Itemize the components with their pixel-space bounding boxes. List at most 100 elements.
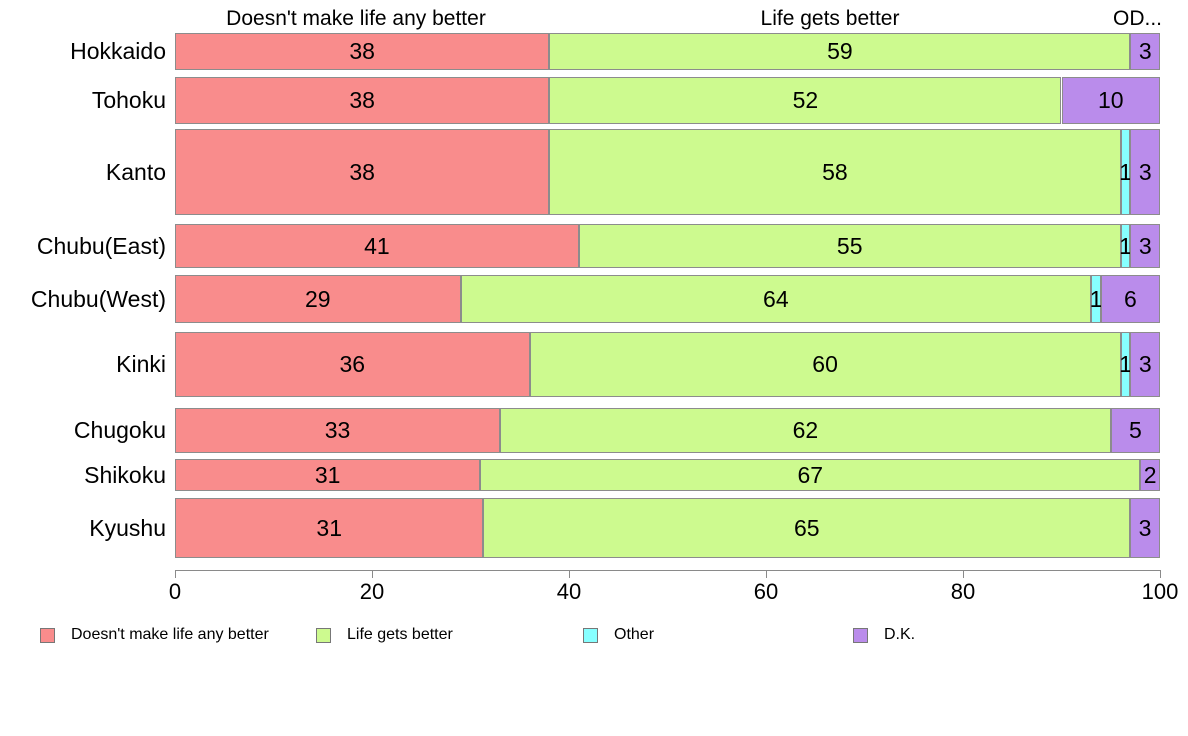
bar-value-label: 29 (305, 285, 331, 312)
bar-value-label: 3 (1138, 38, 1152, 64)
region-label-hokkaido: Hokkaido (70, 38, 166, 64)
region-label-shikoku: Shikoku (84, 461, 166, 488)
bar-value-label: 36 (339, 351, 366, 377)
bar-segment-other: 1 (1119, 129, 1132, 215)
bar-value-label: 5 (1128, 417, 1142, 443)
legend-label: Other (614, 626, 655, 643)
x-axis-tick-label: 100 (1141, 579, 1179, 604)
bar-segment-doesn-t-make-life-any-better: 38 (175, 129, 550, 215)
legend-label: Doesn't make life any better (71, 626, 269, 643)
x-axis-tick (963, 570, 964, 578)
bar-value-label: 1 (1089, 285, 1103, 312)
bar-segment-doesn-t-make-life-any-better: 31 (175, 498, 484, 558)
bar-value-label: 59 (827, 38, 853, 64)
bar-segment-life-gets-better: 55 (578, 224, 1121, 268)
bar-segment-doesn-t-make-life-any-better: 33 (175, 408, 501, 453)
bar-value-label: 33 (324, 417, 351, 443)
bar-segment-life-gets-better: 65 (483, 498, 1131, 558)
bar-value-label: 1 (1119, 351, 1132, 377)
bar-segment-life-gets-better: 59 (549, 33, 1131, 70)
bar-value-label: 41 (364, 232, 390, 259)
x-axis-tick (766, 570, 767, 578)
legend-label: Life gets better (347, 626, 453, 643)
bar-segment-doesn-t-make-life-any-better: 38 (175, 33, 550, 70)
bar-value-label: 2 (1143, 461, 1157, 488)
legend-swatch-other (583, 627, 598, 643)
bar-segment-life-gets-better: 60 (529, 332, 1121, 397)
bar-segment-life-gets-better: 58 (549, 129, 1121, 215)
bar-value-label: 3 (1138, 158, 1152, 185)
bar-value-label: 38 (349, 158, 375, 185)
bar-segment-d-k: 6 (1100, 275, 1160, 323)
bar-value-label: 67 (797, 461, 824, 488)
region-label-chugoku: Chugoku (73, 417, 166, 443)
bar-value-label: 58 (822, 158, 848, 185)
legend-swatch-life-gets-better (316, 627, 331, 643)
region-label-kanto: Kanto (105, 158, 166, 185)
bar-segment-d-k: 3 (1130, 129, 1160, 215)
bar-segment-life-gets-better: 62 (500, 408, 1111, 453)
region-label-chubu-east: Chubu(East) (36, 232, 166, 259)
bar-value-label: 60 (812, 351, 838, 377)
column-header-right: OD... (1112, 7, 1162, 30)
x-axis-tick (372, 570, 373, 578)
bar-segment-d-k: 5 (1110, 408, 1160, 453)
bar-value-label: 31 (314, 461, 341, 488)
legend-item-doesn-t-make-life-any-better: Doesn't make life any better (40, 626, 269, 644)
legend-item-life-gets-better: Life gets better (316, 626, 453, 644)
bar-value-label: 65 (793, 514, 820, 541)
bar-value-label: 3 (1138, 351, 1152, 377)
bar-segment-life-gets-better: 67 (480, 459, 1141, 491)
bar-value-label: 52 (792, 87, 819, 113)
bar-value-label: 3 (1138, 514, 1152, 541)
bar-value-label: 55 (836, 232, 863, 259)
legend-item-other: Other (583, 626, 654, 644)
legend-item-d-k: D.K. (853, 626, 915, 644)
region-label-kinki: Kinki (116, 351, 166, 377)
bar-value-label: 6 (1124, 285, 1137, 312)
bar-segment-d-k: 3 (1130, 224, 1160, 268)
bar-segment-life-gets-better: 52 (549, 77, 1062, 124)
bar-segment-doesn-t-make-life-any-better: 41 (175, 224, 579, 268)
bar-segment-d-k: 10 (1061, 77, 1160, 124)
x-axis-tick-label: 80 (950, 579, 976, 604)
bar-segment-other: 1 (1089, 275, 1103, 323)
x-axis-tick-label: 0 (168, 579, 182, 604)
bar-segment-doesn-t-make-life-any-better: 29 (175, 275, 461, 323)
x-axis-line (175, 570, 1161, 571)
bar-value-label: 62 (792, 417, 819, 443)
bar-segment-d-k: 3 (1130, 33, 1160, 70)
region-label-chubu-west: Chubu(West) (30, 285, 166, 312)
legend-label: D.K. (884, 626, 916, 643)
region-label-kyushu: Kyushu (89, 514, 166, 541)
legend-swatch-d-k (853, 627, 868, 643)
bar-segment-doesn-t-make-life-any-better: 36 (175, 332, 530, 397)
bar-segment-d-k: 3 (1130, 498, 1160, 558)
legend-swatch-doesn-t-make-life-any-better (40, 627, 55, 643)
bar-value-label: 1 (1119, 158, 1132, 185)
x-axis-tick-label: 40 (556, 579, 582, 604)
bar-value-label: 38 (349, 87, 375, 113)
bar-segment-life-gets-better: 64 (460, 275, 1092, 323)
bar-segment-other: 1 (1119, 224, 1132, 268)
bar-segment-doesn-t-make-life-any-better: 38 (175, 77, 550, 124)
bar-segment-other: 1 (1119, 332, 1132, 397)
bar-segment-doesn-t-make-life-any-better: 31 (175, 459, 481, 491)
x-axis-tick (569, 570, 570, 578)
x-axis-tick (1160, 570, 1161, 578)
column-header-middle: Life gets better (760, 7, 900, 30)
x-axis-tick (175, 570, 176, 578)
bar-segment-d-k: 3 (1130, 332, 1160, 397)
bar-value-label: 38 (349, 38, 375, 64)
bar-value-label: 3 (1138, 232, 1152, 259)
region-label-tohoku: Tohoku (91, 87, 166, 113)
bar-value-label: 31 (316, 514, 342, 541)
x-axis-tick-label: 20 (359, 579, 385, 604)
bar-segment-d-k: 2 (1140, 459, 1160, 491)
x-axis-tick-label: 60 (753, 579, 779, 604)
column-header-left: Doesn't make life any better (226, 7, 486, 30)
bar-value-label: 10 (1097, 87, 1124, 113)
bar-value-label: 1 (1119, 232, 1132, 259)
bar-value-label: 64 (763, 285, 789, 312)
